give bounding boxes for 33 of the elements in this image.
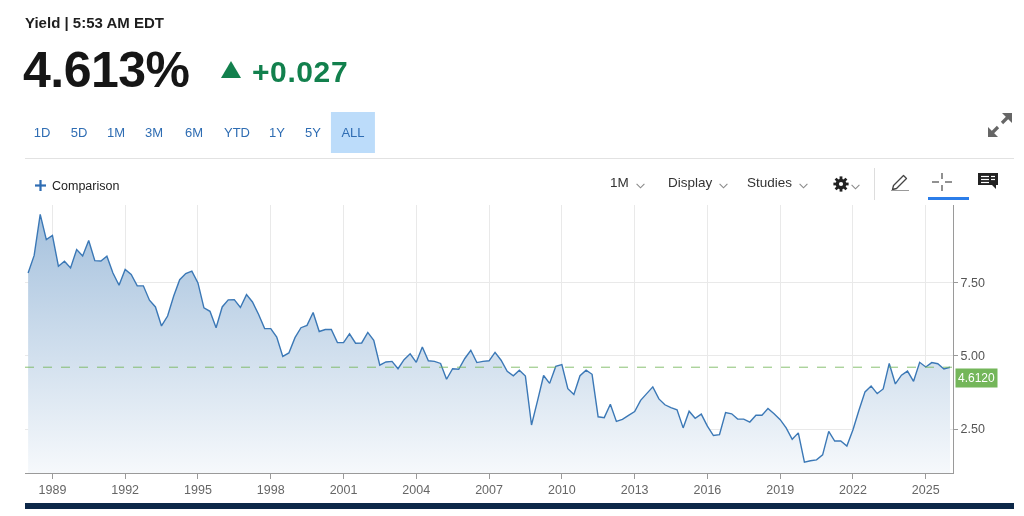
x-tick-label: 2010 — [547, 483, 576, 497]
text: 6M — [184, 124, 204, 142]
x-tick-label: 1995 — [184, 483, 212, 497]
text: 5D — [70, 124, 88, 142]
text: 1Y — [269, 124, 285, 142]
x-tick-label: 2022 — [839, 483, 867, 497]
chart-subtitle: 4.613% — [23, 42, 190, 98]
text: 5Y — [305, 124, 321, 142]
y-tick-label: 2.50 — [960, 422, 985, 437]
x-tick-label: 2016 — [693, 483, 722, 497]
x-tick-label: 2025 — [911, 483, 940, 497]
text: +0.027 — [252, 55, 349, 88]
chart-title: Yield | 5:53 AM EDT — [25, 14, 164, 31]
x-tick-label: 2013 — [620, 483, 649, 497]
text: 3M — [144, 124, 164, 142]
x-tick-label: 2007 — [475, 483, 504, 497]
text: Studies — [747, 175, 793, 191]
text: ALL — [330, 112, 376, 153]
x-tick-label: 2019 — [766, 483, 795, 497]
y-tick-label: 7.50 — [960, 275, 985, 290]
x-tick-label: 1998 — [256, 483, 285, 497]
x-tick-label: 1989 — [38, 483, 67, 497]
text: Display — [668, 175, 713, 191]
text: YTD — [224, 124, 250, 142]
x-tick-label: 2001 — [329, 483, 358, 497]
x-tick-label: 1992 — [111, 483, 140, 497]
text: 1M — [610, 175, 629, 191]
y-tick-label: 5.00 — [960, 349, 985, 364]
text: 1D — [33, 124, 51, 142]
x-tick-label: 2004 — [402, 483, 431, 497]
text: 1M — [106, 124, 126, 142]
text: Comparison — [52, 178, 120, 194]
ref-line-label: 4.6120 — [958, 371, 996, 385]
